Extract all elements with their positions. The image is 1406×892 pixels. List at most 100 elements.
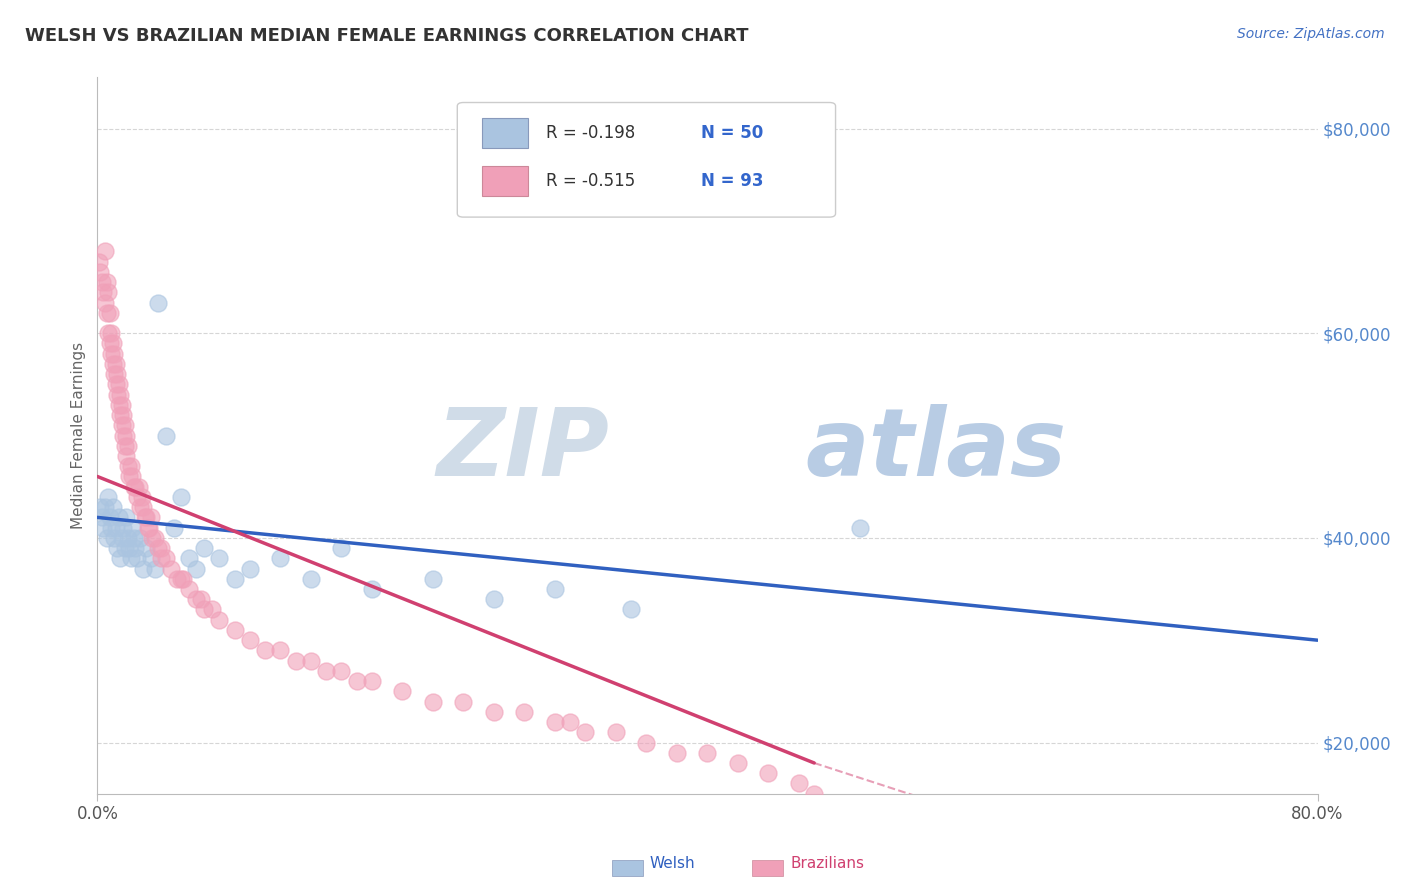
Point: [299, 572, 322, 586]
Point: [135, 541, 157, 555]
Point: [132, 500, 155, 515]
Point: [128, 480, 150, 494]
Point: [112, 521, 135, 535]
Point: [787, 776, 810, 790]
Point: [155, 551, 177, 566]
Point: [118, 469, 141, 483]
Point: [96, 531, 118, 545]
Point: [138, 521, 160, 535]
Point: [111, 398, 134, 412]
Point: [139, 510, 162, 524]
Point: [482, 592, 505, 607]
Point: [170, 490, 193, 504]
Point: [141, 531, 163, 545]
Bar: [482, 119, 529, 148]
Point: [482, 705, 505, 719]
Point: [118, 541, 141, 555]
Point: [143, 531, 166, 545]
Point: [107, 377, 129, 392]
Point: [96, 306, 118, 320]
Point: [422, 695, 444, 709]
Point: [269, 551, 291, 566]
Point: [190, 592, 212, 607]
Point: [110, 551, 132, 566]
Point: [361, 582, 384, 596]
Point: [620, 602, 643, 616]
Point: [177, 551, 200, 566]
Point: [101, 500, 124, 515]
Point: [114, 541, 136, 555]
Point: [110, 408, 132, 422]
Point: [124, 480, 146, 494]
Point: [143, 561, 166, 575]
Point: [166, 572, 188, 586]
Point: [87, 254, 110, 268]
Point: [170, 572, 193, 586]
Point: [114, 418, 136, 433]
Point: [115, 510, 138, 524]
Point: [101, 357, 124, 371]
Point: [513, 705, 536, 719]
Point: [186, 561, 208, 575]
Point: [148, 295, 170, 310]
Point: [574, 725, 596, 739]
Point: [284, 654, 307, 668]
Point: [107, 398, 129, 412]
Point: [97, 490, 120, 504]
Text: Welsh: Welsh: [650, 856, 695, 871]
Point: [89, 500, 111, 515]
Point: [803, 787, 825, 801]
Point: [104, 357, 127, 371]
Point: [115, 428, 138, 442]
Point: [150, 551, 173, 566]
Point: [665, 746, 688, 760]
Point: [299, 654, 322, 668]
Point: [172, 572, 194, 586]
Text: atlas: atlas: [806, 404, 1066, 496]
Point: [758, 766, 780, 780]
Point: [544, 582, 567, 596]
Point: [98, 306, 121, 320]
Point: [117, 459, 139, 474]
Point: [120, 551, 142, 566]
Point: [131, 490, 153, 504]
Point: [104, 377, 127, 392]
Point: [1123, 807, 1146, 822]
Bar: [482, 166, 529, 196]
Text: R = -0.198: R = -0.198: [547, 124, 636, 143]
Point: [112, 428, 135, 442]
Text: N = 93: N = 93: [702, 172, 763, 190]
Point: [100, 326, 122, 341]
Point: [121, 521, 143, 535]
Point: [391, 684, 413, 698]
Point: [139, 551, 162, 566]
Point: [269, 643, 291, 657]
Point: [159, 561, 181, 575]
FancyBboxPatch shape: [457, 103, 835, 217]
Point: [103, 367, 125, 381]
Point: [117, 439, 139, 453]
Point: [129, 531, 152, 545]
Point: [96, 275, 118, 289]
Point: [193, 541, 215, 555]
Point: [330, 541, 353, 555]
Point: [107, 510, 129, 524]
Point: [208, 551, 231, 566]
Point: [122, 480, 145, 494]
Point: [186, 592, 208, 607]
Point: [315, 664, 337, 678]
Point: [97, 326, 120, 341]
Point: [125, 490, 148, 504]
Text: R = -0.515: R = -0.515: [547, 172, 636, 190]
Point: [114, 439, 136, 453]
Point: [330, 664, 353, 678]
Point: [90, 510, 112, 524]
Point: [111, 418, 134, 433]
Point: [101, 336, 124, 351]
Point: [560, 714, 582, 729]
Point: [93, 285, 115, 300]
Point: [254, 643, 277, 657]
Point: [727, 756, 749, 770]
Point: [148, 541, 170, 555]
Point: [125, 551, 148, 566]
